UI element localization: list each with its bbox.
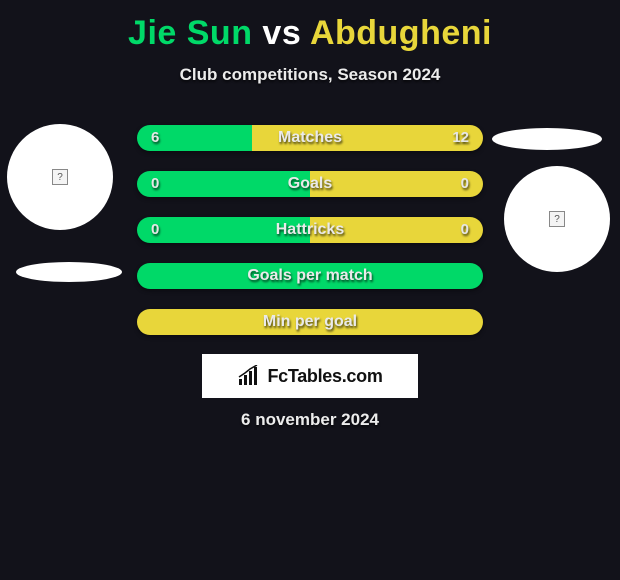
stat-label: Goals per match: [137, 263, 483, 289]
player1-shadow: [16, 262, 122, 282]
player2-avatar: ?: [504, 166, 610, 272]
stat-row: 00Goals: [137, 171, 483, 197]
player1-avatar: ?: [7, 124, 113, 230]
player2-name: Abdugheni: [310, 14, 492, 52]
stat-label: Hattricks: [137, 217, 483, 243]
stats-bars: 612Matches 00Goals 00Hattricks Goals per ma…: [137, 125, 483, 355]
date-text: 6 november 2024: [0, 410, 620, 430]
stat-label: Goals: [137, 171, 483, 197]
stat-row: 612Matches: [137, 125, 483, 151]
player2-shadow: [492, 128, 602, 150]
subtitle: Club competitions, Season 2024: [0, 65, 620, 85]
comparison-title: Jie Sun vs Abdugheni: [0, 0, 620, 53]
stat-row: Goals per match: [137, 263, 483, 289]
stat-row: Min per goal: [137, 309, 483, 335]
stat-row: 00Hattricks: [137, 217, 483, 243]
vs-text: vs: [262, 14, 301, 52]
player1-name: Jie Sun: [128, 14, 252, 52]
flag-placeholder-icon: ?: [52, 169, 68, 185]
flag-placeholder-icon: ?: [549, 211, 565, 227]
stat-label: Min per goal: [137, 309, 483, 335]
chart-icon: [237, 365, 263, 387]
stat-label: Matches: [137, 125, 483, 151]
branding-text: FcTables.com: [267, 366, 382, 387]
branding-badge: FcTables.com: [202, 354, 418, 398]
